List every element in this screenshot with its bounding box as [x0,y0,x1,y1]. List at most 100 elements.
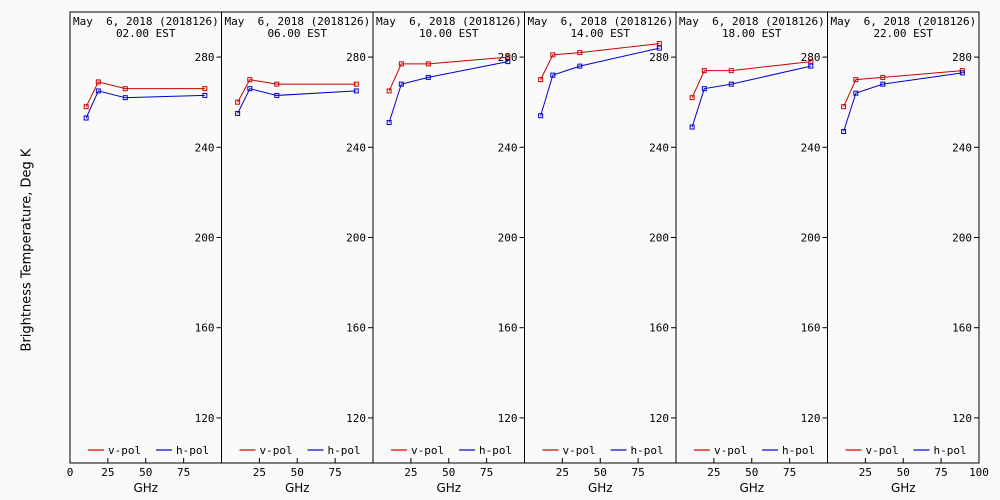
panel-title-line2: 06.00 EST [267,27,327,40]
panel-title-line2: 18.00 EST [722,27,782,40]
y-tick-label: 240 [801,141,821,154]
panel-title-line2: 02.00 EST [116,27,176,40]
data-point-v-pol [577,50,583,56]
x-axis-label: GHz [739,481,764,495]
y-tick-label: 280 [952,51,972,64]
data-point-v-pol [425,61,431,67]
y-tick-label: 120 [952,412,972,425]
data-point-v-pol [122,86,128,92]
data-point-h-pol [274,92,280,98]
x-tick-label: 75 [329,466,342,479]
data-point-v-pol [841,104,847,110]
data-point-h-pol [550,72,556,78]
y-tick-label: 120 [346,412,366,425]
legend-label-v-pol: v-pol [714,444,747,457]
series-line-h-pol [237,88,357,114]
data-point-v-pol [83,104,89,110]
x-axis-label: GHz [588,481,613,495]
data-point-v-pol [656,41,662,47]
data-point-h-pol [577,63,583,69]
series-line-v-pol [388,56,508,92]
y-tick-label: 200 [801,232,821,245]
x-tick-label: 75 [935,466,948,479]
y-tick-label: 160 [649,322,669,335]
data-point-v-pol [538,77,544,83]
series-line-h-pol [85,90,205,119]
x-tick-label: 50 [442,466,455,479]
y-tick-label: 120 [195,412,215,425]
data-point-v-pol [235,99,241,105]
x-tick-label: 25 [707,466,720,479]
y-tick-label: 240 [952,141,972,154]
x-tick-label: 75 [480,466,493,479]
data-point-v-pol [202,86,208,92]
data-point-h-pol [689,124,695,130]
series-line-v-pol [843,70,963,107]
data-point-h-pol [841,129,847,135]
y-tick-label: 280 [195,51,215,64]
x-tick-label: 25 [556,466,569,479]
panel-title-line2: 14.00 EST [570,27,630,40]
legend-label-h-pol: h-pol [934,444,967,457]
legend-label-h-pol: h-pol [782,444,815,457]
series-line-v-pol [237,79,357,103]
y-tick-label: 200 [346,232,366,245]
data-point-h-pol [235,110,241,116]
data-point-h-pol [808,63,814,69]
data-point-h-pol [959,70,965,76]
data-point-v-pol [689,95,695,101]
legend-label-h-pol: h-pol [328,444,361,457]
data-point-h-pol [398,81,404,87]
panel-title-line1: May 6, 2018 (2018126) [679,15,825,28]
data-point-h-pol [701,86,707,92]
y-tick-label: 120 [801,412,821,425]
data-point-v-pol [550,52,556,58]
panel-1: May 6, 2018 (2018126)02.00 EST 120 160 200 2… [67,11,222,495]
panel-title-line2: 10.00 EST [419,27,479,40]
x-axis-label: GHz [436,481,461,495]
x-tick-label: 75 [632,466,645,479]
y-tick-label: 120 [498,412,518,425]
legend-label-v-pol: v-pol [411,444,444,457]
data-point-h-pol [853,90,859,96]
data-point-h-pol [656,45,662,51]
series-line-v-pol [85,81,205,107]
y-tick-label: 280 [346,51,366,64]
x-axis-label: GHz [891,481,916,495]
y-tick-label: 160 [498,322,518,335]
panel-title-line1: May 6, 2018 (2018126) [376,15,522,28]
series-line-h-pol [540,47,660,116]
y-tick-label: 280 [801,51,821,64]
data-point-v-pol [505,54,511,60]
data-point-h-pol [728,81,734,87]
x-tick-label: 25 [404,466,417,479]
panel-title-line1: May 6, 2018 (2018126) [528,15,674,28]
x-tick-label: 50 [594,466,607,479]
data-point-h-pol [386,119,392,125]
panel-title-line2: 22.00 EST [873,27,933,40]
data-point-v-pol [728,68,734,74]
series-line-h-pol [388,61,508,123]
series-line-h-pol [691,65,811,128]
legend-label-v-pol: v-pol [108,444,141,457]
data-point-h-pol [505,59,511,65]
x-tick-label: 75 [177,466,190,479]
legend-label-v-pol: v-pol [866,444,899,457]
data-point-v-pol [353,81,359,87]
x-tick-label: 25 [859,466,872,479]
legend-label-v-pol: v-pol [260,444,293,457]
x-tick-label: 75 [783,466,796,479]
panel-title-line1: May 6, 2018 (2018126) [831,15,977,28]
panel-3: May 6, 2018 (2018126)10.00 EST 120 160 200 2… [372,11,525,495]
data-point-v-pol [247,77,253,83]
data-point-h-pol [122,95,128,101]
y-tick-label: 200 [952,232,972,245]
y-tick-label: 200 [498,232,518,245]
y-tick-label: 160 [952,322,972,335]
panel-4: May 6, 2018 (2018126)14.00 EST 120 160 200 2… [524,11,677,495]
series-line-h-pol [843,72,963,132]
legend-label-h-pol: h-pol [176,444,209,457]
legend-label-h-pol: h-pol [479,444,512,457]
